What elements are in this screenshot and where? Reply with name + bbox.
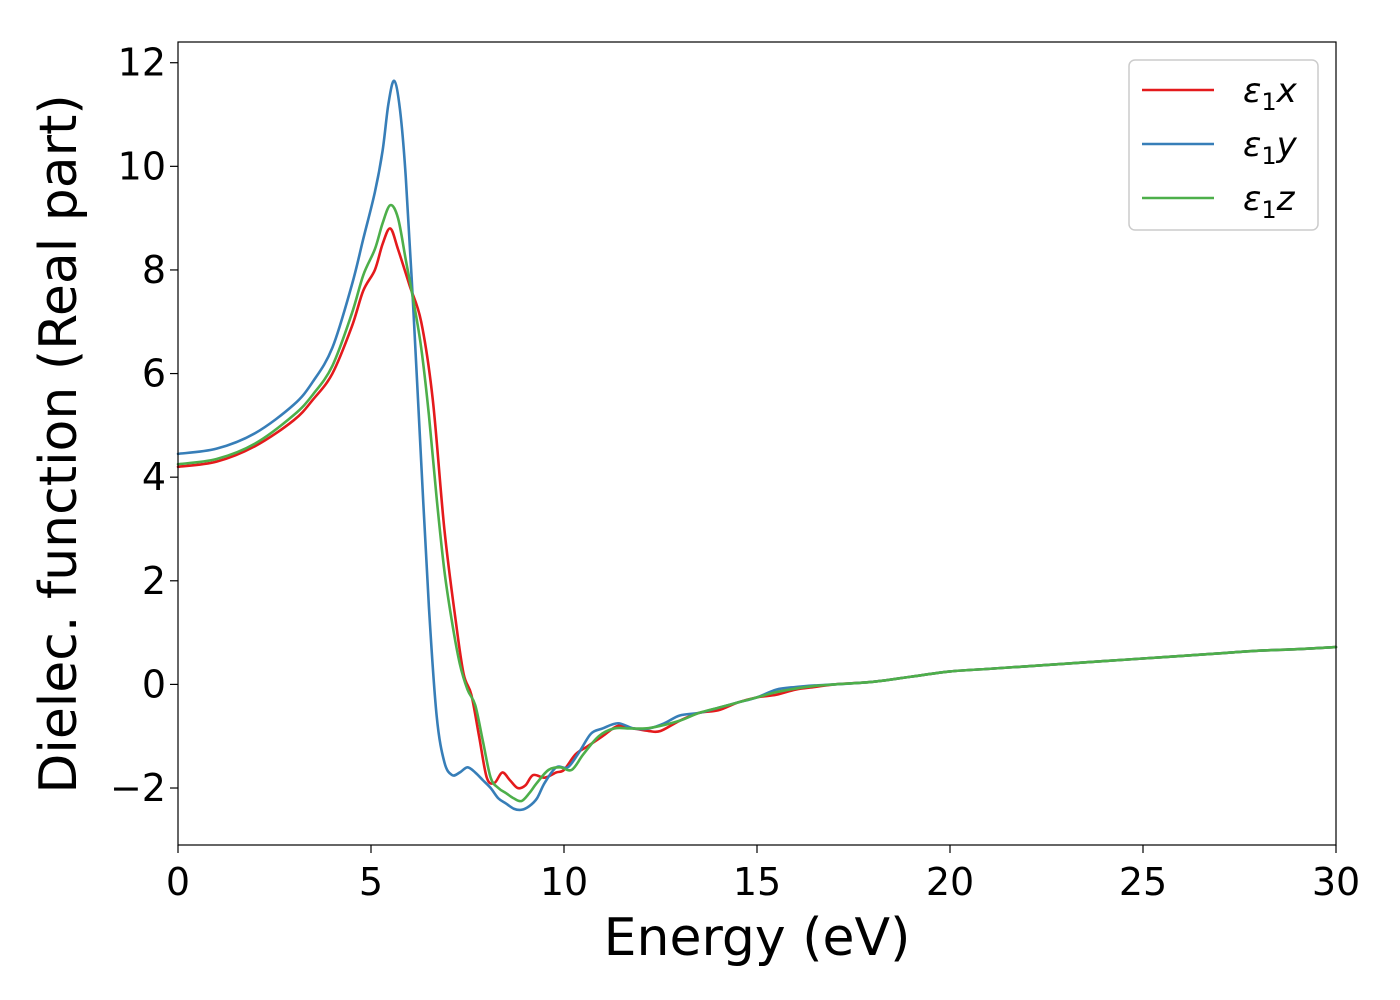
x-tick-label: 20	[926, 860, 974, 904]
y-tick-label: −2	[110, 766, 166, 810]
legend-label-base: ε	[1243, 71, 1261, 111]
x-tick-label: 10	[540, 860, 588, 904]
y-axis: −2 0 2 4 6 8 10 12	[110, 41, 178, 810]
x-tick-label: 15	[733, 860, 781, 904]
x-axis: 0 5 10 15 20 25 30	[166, 845, 1360, 904]
y-tick-label: 8	[142, 248, 166, 292]
legend-label-x: ε1x	[1243, 71, 1298, 116]
series-line-z	[176, 203, 1338, 803]
y-axis-label: Dielec. function (Real part)	[29, 94, 89, 793]
legend-label-subscript: 1	[1261, 142, 1276, 170]
legend-label-y: ε1y	[1243, 125, 1298, 170]
legend-label-z: ε1z	[1243, 179, 1296, 224]
x-tick-label: 30	[1312, 860, 1360, 904]
x-tick-label: 5	[359, 860, 383, 904]
series-layer	[176, 79, 1338, 812]
legend-label-suffix: x	[1276, 71, 1298, 111]
x-tick-label: 25	[1119, 860, 1167, 904]
y-tick-label: 12	[118, 41, 166, 85]
legend-label-suffix: y	[1276, 125, 1298, 165]
legend-label-subscript: 1	[1261, 88, 1276, 116]
y-tick-label: 0	[142, 662, 166, 706]
legend-label-suffix: z	[1276, 179, 1296, 219]
legend-label-base: ε	[1243, 179, 1261, 219]
legend-label-base: ε	[1243, 125, 1261, 165]
legend-label-subscript: 1	[1261, 196, 1276, 224]
x-tick-label: 0	[166, 860, 190, 904]
y-tick-label: 2	[142, 559, 166, 603]
y-tick-label: 6	[142, 352, 166, 396]
legend-box	[1128, 59, 1319, 231]
y-tick-label: 10	[118, 144, 166, 188]
y-tick-label: 4	[142, 455, 166, 499]
x-axis-label: Energy (eV)	[604, 908, 911, 968]
